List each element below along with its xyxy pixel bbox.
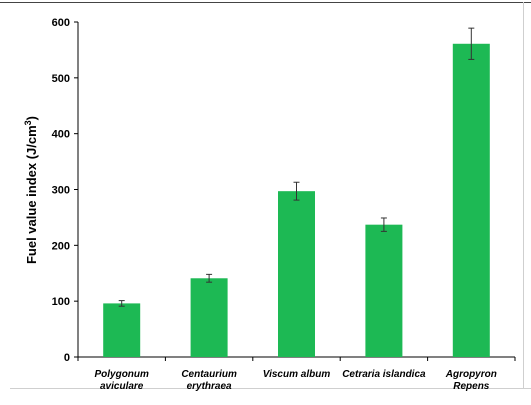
x-tick-label: Cetraria islandica [342,369,426,380]
bar [103,303,141,357]
bar [452,43,490,358]
right-border [523,2,524,388]
error-bar [206,273,213,283]
y-axis-title-text: Fuel value index (J/cm [24,125,39,264]
y-tick-label: 600 [52,17,70,29]
y-tick-label: 0 [64,352,70,364]
error-bar [468,27,475,60]
error-bar [118,300,125,307]
svg-text:Fuel value index (J/cm3): Fuel value index (J/cm3) [23,116,39,264]
y-axis-title-superscript: 3 [23,120,33,125]
error-bars [118,27,475,307]
y-tick-label: 300 [52,185,70,197]
y-tick-label: 200 [52,240,70,252]
y-axis-title: Fuel value index (J/cm3) [23,116,39,264]
x-tick-label: Agropyron Repens [445,369,497,392]
y-tick-label: 500 [52,73,70,85]
y-axis-title-end: ) [24,116,39,120]
bar [190,278,228,357]
bottom-border [10,388,531,389]
error-bar [293,181,300,201]
y-tick-label: 100 [52,296,70,308]
x-tick-label: Centaurium erythraea [181,369,237,392]
bar [365,224,403,357]
x-tick-labels: Polygonum aviculare Centaurium erythraea Vis… [94,369,496,392]
bars [103,43,490,358]
x-tick-label: Polygonum aviculare [94,369,149,392]
y-ticks: 0 100 200 300 400 500 600 [52,17,78,364]
x-tick-label: Viscum album [263,369,331,380]
top-border [0,2,531,3]
error-bar [380,217,387,232]
y-tick-label: 400 [52,129,70,141]
bar [278,191,315,357]
